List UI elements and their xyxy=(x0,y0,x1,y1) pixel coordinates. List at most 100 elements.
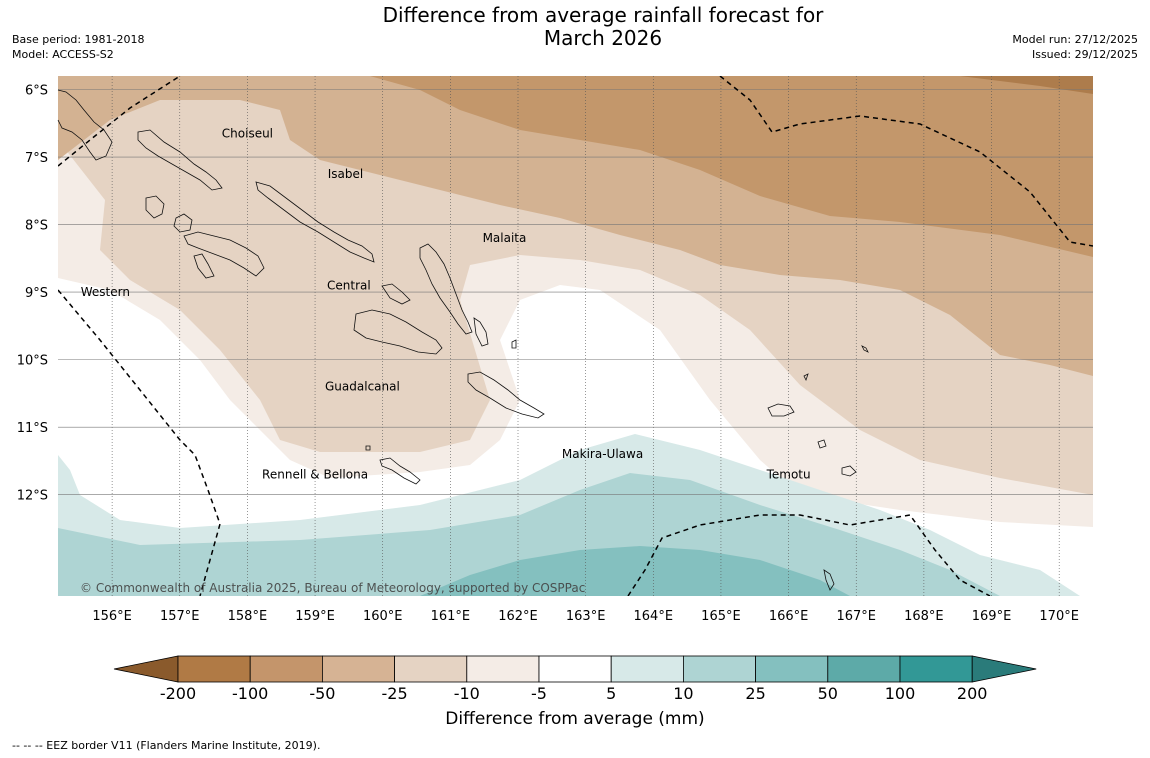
colorbar-tick-label: -5 xyxy=(531,684,547,703)
lat-tick-label: 11°S xyxy=(17,421,48,436)
lon-tick-label: 157°E xyxy=(160,609,200,624)
island-small-malaita xyxy=(473,317,489,347)
model-name: Model: ACCESS-S2 xyxy=(12,48,114,61)
colorbar xyxy=(113,655,1037,683)
lat-tick-labels: 6°S 7°S 8°S 9°S 10°S 11°S 12°S xyxy=(17,84,48,504)
province-label: Western xyxy=(81,285,130,299)
lon-tick-label: 164°E xyxy=(634,609,674,624)
lat-tick-label: 10°S xyxy=(17,354,48,369)
province-label: Temotu xyxy=(766,467,811,481)
colorbar-cell xyxy=(683,655,757,683)
island-santa-cruz xyxy=(767,403,795,417)
lon-tick-label: 156°E xyxy=(92,609,132,624)
copyright-note: © Commonwealth of Australia 2025, Bureau… xyxy=(80,581,585,595)
island-isabel xyxy=(255,181,375,263)
issued-date: Issued: 29/12/2025 xyxy=(1031,48,1138,61)
island-duff xyxy=(861,345,869,353)
eez-note: -- -- -- EEZ border V11 (Flanders Marine… xyxy=(12,739,321,752)
province-label: Choiseul xyxy=(222,126,273,140)
island-rennell xyxy=(379,457,421,485)
island-utupua xyxy=(817,439,827,449)
anomaly-field xyxy=(58,76,1093,596)
meta-left: Base period: 1981-2018 Model: ACCESS-S2 xyxy=(12,32,144,62)
colorbar-cell xyxy=(177,655,251,683)
lon-tick-label: 159°E xyxy=(295,609,335,624)
title-line2: March 2026 xyxy=(543,26,663,50)
province-labels: Choiseul Isabel Malaita Central Western Guada… xyxy=(81,126,811,481)
band-plus25 xyxy=(420,546,850,596)
colorbar-tick-label: -50 xyxy=(309,684,336,703)
island-kolombangara xyxy=(173,213,193,233)
lon-tick-label: 165°E xyxy=(701,609,741,624)
colorbar-tick-label: 200 xyxy=(956,684,988,703)
island-sikaiana xyxy=(511,339,517,349)
lon-tick-label: 161°E xyxy=(431,609,471,624)
island-reef xyxy=(803,373,809,382)
eez-png-north xyxy=(58,76,181,167)
colorbar-cell xyxy=(249,655,323,683)
lon-tick-labels: 156°E 157°E 158°E 159°E 160°E 161°E 162°E 163°E… xyxy=(92,609,1079,624)
province-label: Rennell & Bellona xyxy=(262,467,368,481)
lon-tick-label: 163°E xyxy=(566,609,606,624)
eez-north-east xyxy=(719,76,1093,247)
base-period: Base period: 1981-2018 xyxy=(12,33,145,46)
colorbar-tick-label: 100 xyxy=(884,684,916,703)
lat-tick-label: 8°S xyxy=(25,219,48,234)
meta-right: Model run: 27/12/2025 Issued: 29/12/2025 xyxy=(1012,32,1138,62)
eez-borders xyxy=(58,76,1093,596)
band-minus50 xyxy=(370,76,1093,257)
colorbar-tick-label: -10 xyxy=(453,684,480,703)
colorbar-tick-label: -100 xyxy=(232,684,269,703)
lon-tick-label: 169°E xyxy=(972,609,1012,624)
lon-tick-label: 170°E xyxy=(1039,609,1079,624)
province-label: Central xyxy=(327,278,371,292)
lon-tick-label: 166°E xyxy=(769,609,809,624)
island-new-georgia xyxy=(183,231,265,277)
lat-tick-label: 12°S xyxy=(17,489,48,504)
rainfall-map: 156°E 157°E 158°E 159°E 160°E 161°E 162°E 163°E… xyxy=(17,76,1093,624)
island-florida xyxy=(381,283,411,305)
lon-tick-label: 158°E xyxy=(228,609,268,624)
colorbar-tick-label: -25 xyxy=(381,684,408,703)
colorbar-extend-low xyxy=(113,655,179,683)
graticule xyxy=(58,76,1093,596)
island-bellona xyxy=(365,445,371,451)
colorbar-cell xyxy=(466,655,540,683)
province-label: Makira-Ulawa xyxy=(562,447,643,461)
colorbar-title: Difference from average (mm) xyxy=(445,709,705,729)
colorbar-tick-label: -200 xyxy=(159,684,197,703)
province-label: Malaita xyxy=(483,231,527,245)
colorbar-tick-label: 25 xyxy=(745,684,766,703)
band-minus100 xyxy=(960,76,1093,94)
colorbar-cell xyxy=(321,655,395,683)
colorbar-tick-label: 50 xyxy=(817,684,838,703)
colorbar-cell xyxy=(610,655,684,683)
map-title: Difference from average rainfall forecas… xyxy=(0,4,1150,50)
island-vanikoro xyxy=(841,465,857,477)
colorbar-extend-high xyxy=(971,655,1037,683)
island-vella-lavella xyxy=(145,195,165,219)
island-bougainville xyxy=(57,89,113,161)
island-choiseul xyxy=(137,129,223,191)
lon-tick-label: 168°E xyxy=(904,609,944,624)
colorbar-cell xyxy=(827,655,901,683)
lon-tick-label: 160°E xyxy=(363,609,403,624)
islands xyxy=(57,89,869,591)
lat-tick-label: 9°S xyxy=(25,286,48,301)
colorbar-cell xyxy=(755,655,829,683)
island-rendova xyxy=(193,253,215,279)
colorbar-tick-label: 5 xyxy=(606,684,617,703)
island-tikopia xyxy=(823,569,835,591)
island-malaita xyxy=(419,243,473,335)
province-label: Guadalcanal xyxy=(325,380,400,394)
island-makira xyxy=(467,371,545,419)
lon-tick-label: 162°E xyxy=(498,609,538,624)
lon-tick-label: 167°E xyxy=(836,609,876,624)
colorbar-cell xyxy=(538,655,612,683)
province-label: Isabel xyxy=(328,167,363,181)
colorbar-cells xyxy=(113,655,1037,683)
model-run: Model run: 27/12/2025 xyxy=(1012,33,1138,46)
eez-south-east xyxy=(627,514,991,596)
island-guadalcanal xyxy=(353,309,443,355)
colorbar-cell xyxy=(394,655,468,683)
